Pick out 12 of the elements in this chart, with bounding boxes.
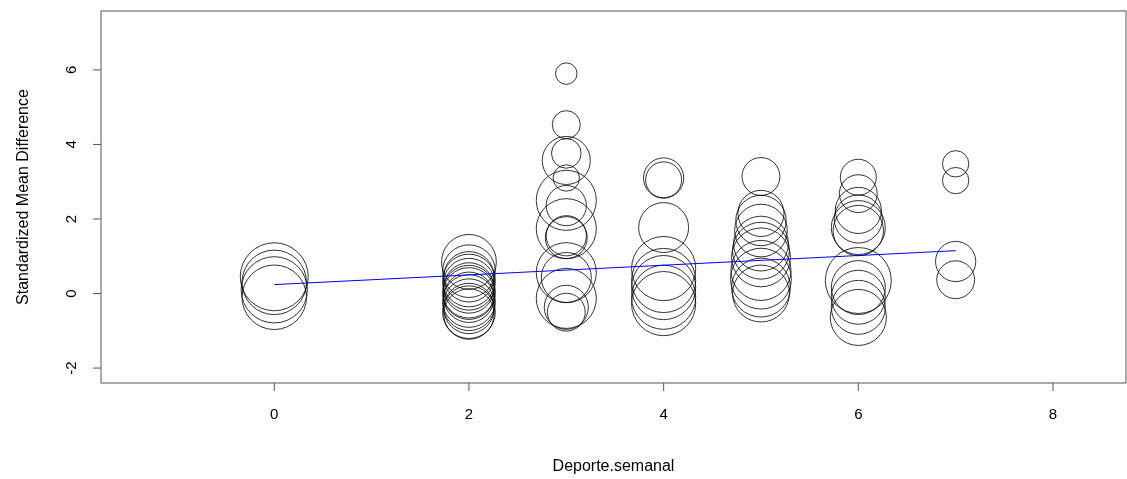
y-tick-label: -2 bbox=[62, 361, 80, 375]
y-tick-label: 4 bbox=[62, 140, 80, 149]
x-tick-label: 6 bbox=[854, 405, 863, 422]
y-tick-label: 0 bbox=[62, 289, 80, 298]
x-tick-label: 4 bbox=[659, 405, 668, 422]
y-tick-label: 6 bbox=[62, 65, 80, 75]
x-tick-label: 8 bbox=[1048, 405, 1058, 422]
x-axis-title: Deporte.semanal bbox=[552, 457, 675, 474]
x-tick-label: 2 bbox=[464, 405, 474, 422]
x-tick-label: 0 bbox=[270, 405, 279, 422]
y-tick-label: 2 bbox=[62, 214, 80, 224]
y-axis-title: Standardized Mean Difference bbox=[13, 88, 31, 305]
